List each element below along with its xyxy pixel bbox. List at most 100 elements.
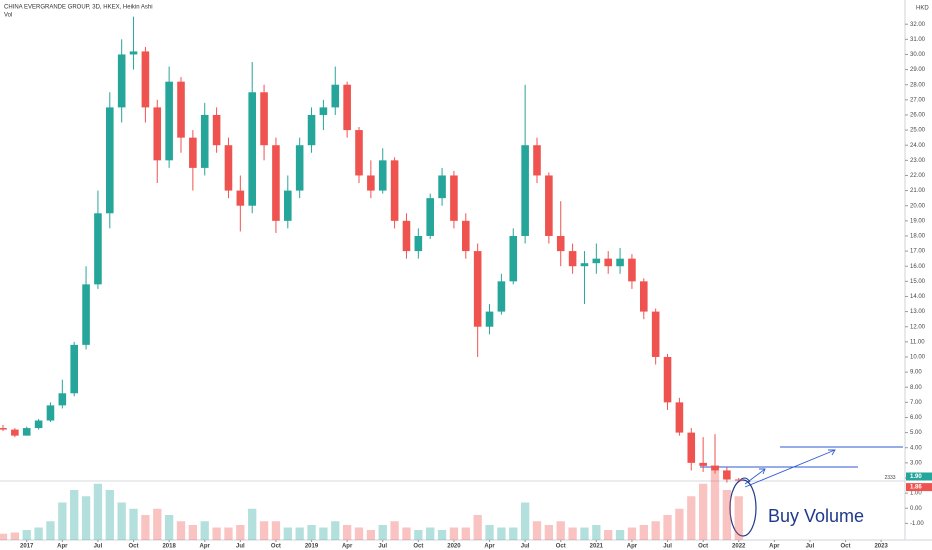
volume-bar (93, 483, 103, 540)
x-tick-label: Oct (129, 544, 139, 550)
arrow (744, 449, 836, 488)
volume-bar (0, 533, 8, 540)
volume-bar (604, 530, 613, 540)
symbol: 2333 (884, 475, 895, 481)
candle-body (485, 311, 494, 327)
candle-body (70, 344, 78, 394)
candle-body (212, 114, 221, 146)
volume-bar (437, 530, 447, 540)
y-tick-label: -1.00 (910, 521, 924, 527)
volume-bar (105, 490, 114, 540)
volume-bar (259, 521, 269, 540)
volume-bar (354, 527, 364, 540)
candle-body (580, 263, 589, 267)
y-tick-label: 28.00 (910, 82, 926, 88)
y-tick-label: 11.00 (910, 339, 925, 345)
volume-bar (212, 527, 221, 540)
currency: HKD (916, 6, 929, 12)
volume-bar (188, 525, 198, 540)
arrow-head (828, 449, 836, 456)
volume-bar (70, 490, 79, 540)
x-tick-label: Oct (271, 544, 281, 550)
x-tick-label: Apr (57, 544, 68, 550)
volume-bar (449, 527, 459, 540)
volume-bar (58, 502, 67, 540)
volume-bar (639, 525, 648, 540)
candle-body (106, 107, 114, 214)
candle-body (272, 145, 280, 221)
volume-bar (176, 521, 186, 540)
candle-body (367, 175, 375, 191)
candle-body (295, 145, 304, 191)
price-tag-label: 1.86 (910, 485, 922, 491)
volume-bar (117, 502, 126, 540)
candle-body (675, 402, 684, 433)
volume-bar (568, 527, 577, 540)
highlight-circle (729, 479, 757, 537)
x-tick-label: Apr (769, 544, 780, 550)
volume-bar (627, 527, 637, 540)
candle-body (284, 190, 292, 221)
volume-bar (342, 525, 352, 540)
candle-body (307, 114, 316, 146)
volume-bar (734, 496, 743, 540)
y-tick-label: 27.00 (910, 97, 926, 103)
volume-bar (414, 530, 423, 540)
x-tick-label: Oct (841, 544, 851, 550)
x-tick-label: 2017 (20, 544, 34, 550)
volume-bar (580, 527, 589, 540)
y-tick-label: 29.00 (910, 67, 926, 73)
candle-body (0, 428, 7, 430)
y-tick-label: 30.00 (910, 52, 926, 58)
volume-bar (319, 527, 328, 540)
y-tick-label: 8.00 (910, 385, 922, 391)
candle-body (343, 84, 351, 131)
x-tick-label: Jul (521, 544, 530, 550)
volume-bar (22, 530, 31, 540)
volume-bar (426, 527, 435, 540)
volume-bar (473, 515, 482, 540)
volume-label: Vol (4, 13, 12, 19)
y-tick-label: 32.00 (910, 22, 926, 28)
x-tick-label: Oct (556, 544, 566, 550)
candle-body (355, 130, 363, 176)
candle-body (734, 479, 743, 481)
x-tick-label: 2022 (732, 544, 746, 550)
volume-bar (390, 521, 399, 540)
volume-bar (687, 496, 696, 540)
candle-body (640, 281, 648, 312)
volume-bar (378, 525, 387, 540)
y-tick-label: 15.00 (910, 279, 926, 285)
volume-bar (485, 525, 494, 540)
y-tick-label: 1.00 (910, 491, 922, 497)
candle-body (46, 405, 55, 421)
x-tick-label: Jul (378, 544, 387, 550)
candle-body (34, 420, 43, 429)
y-tick-label: 26.00 (910, 113, 926, 119)
y-tick-label: 4.00 (910, 445, 922, 451)
arrow (744, 468, 766, 485)
candle-body (200, 114, 209, 168)
y-tick-label: 22.00 (910, 173, 926, 179)
volume-bar (129, 508, 138, 540)
candle-body (58, 393, 67, 406)
volume-bar (331, 521, 340, 540)
volume-bar (710, 465, 720, 540)
y-tick-label: 7.00 (910, 400, 922, 406)
volume-bar (248, 508, 257, 540)
volume-bar (520, 502, 530, 540)
candle-body (568, 251, 577, 267)
candle-body (189, 137, 197, 168)
candle-body (402, 220, 411, 252)
y-tick-label: 14.00 (910, 294, 926, 300)
volume-bar (81, 496, 91, 540)
candle-body (117, 54, 126, 108)
x-tick-label: Jul (94, 544, 103, 550)
candle-body (592, 258, 601, 264)
y-tick-label: 19.00 (910, 218, 926, 224)
y-tick-label: 3.00 (910, 460, 922, 466)
volume-bar (307, 525, 316, 540)
volume-bar (366, 530, 376, 540)
candle-body (509, 235, 518, 282)
y-tick-label: 9.00 (910, 370, 922, 376)
